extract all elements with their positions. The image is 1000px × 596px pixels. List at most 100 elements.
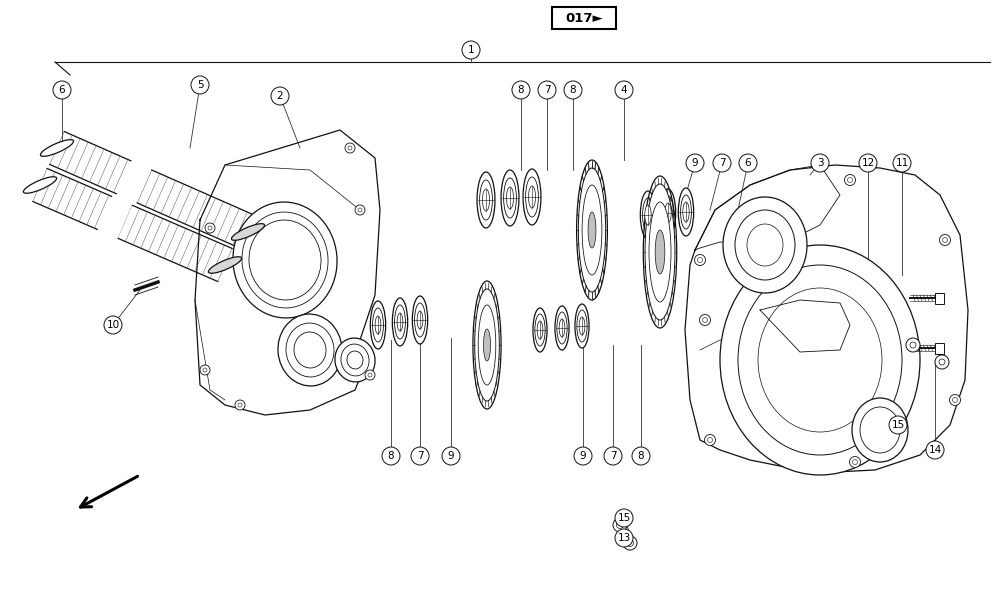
- Ellipse shape: [477, 172, 495, 228]
- Text: 13: 13: [617, 533, 631, 543]
- Circle shape: [613, 518, 627, 532]
- Circle shape: [623, 536, 637, 550]
- Circle shape: [698, 257, 702, 262]
- Circle shape: [345, 143, 355, 153]
- Text: 6: 6: [745, 158, 751, 168]
- Circle shape: [238, 403, 242, 407]
- Circle shape: [200, 365, 210, 375]
- Circle shape: [442, 447, 460, 465]
- Circle shape: [950, 395, 960, 405]
- FancyBboxPatch shape: [934, 343, 944, 353]
- Circle shape: [382, 447, 400, 465]
- Ellipse shape: [758, 288, 882, 432]
- Ellipse shape: [735, 210, 795, 280]
- Ellipse shape: [528, 186, 536, 208]
- Polygon shape: [195, 130, 380, 415]
- Circle shape: [694, 254, 706, 265]
- Ellipse shape: [483, 329, 491, 361]
- Circle shape: [512, 81, 530, 99]
- Circle shape: [889, 416, 907, 434]
- Ellipse shape: [852, 398, 908, 462]
- Circle shape: [235, 400, 245, 410]
- Circle shape: [859, 154, 877, 172]
- Ellipse shape: [397, 313, 403, 331]
- Ellipse shape: [526, 177, 538, 217]
- Ellipse shape: [649, 202, 671, 302]
- Ellipse shape: [523, 169, 541, 225]
- Circle shape: [935, 355, 949, 369]
- Ellipse shape: [588, 212, 596, 248]
- Text: 017►: 017►: [565, 11, 603, 24]
- Text: 7: 7: [417, 451, 423, 461]
- Circle shape: [940, 234, 950, 246]
- Circle shape: [852, 460, 858, 464]
- Ellipse shape: [286, 323, 334, 377]
- Circle shape: [702, 318, 708, 322]
- Circle shape: [191, 76, 209, 94]
- Ellipse shape: [417, 311, 423, 329]
- Text: 9: 9: [580, 451, 586, 461]
- Ellipse shape: [663, 196, 673, 230]
- Ellipse shape: [640, 191, 656, 239]
- Ellipse shape: [480, 180, 492, 220]
- Circle shape: [271, 87, 289, 105]
- Text: 5: 5: [197, 80, 203, 90]
- Text: 15: 15: [891, 420, 905, 430]
- Text: 9: 9: [692, 158, 698, 168]
- Text: 2: 2: [277, 91, 283, 101]
- Ellipse shape: [678, 188, 694, 236]
- Text: 14: 14: [928, 445, 942, 455]
- Circle shape: [926, 441, 944, 459]
- Ellipse shape: [231, 224, 265, 240]
- Ellipse shape: [579, 317, 585, 335]
- Circle shape: [952, 398, 958, 402]
- Ellipse shape: [341, 344, 369, 376]
- Ellipse shape: [242, 212, 328, 308]
- Ellipse shape: [720, 245, 920, 475]
- Circle shape: [203, 368, 207, 372]
- Ellipse shape: [578, 168, 606, 292]
- Ellipse shape: [665, 203, 671, 223]
- Circle shape: [538, 81, 556, 99]
- Ellipse shape: [482, 189, 490, 211]
- Circle shape: [848, 178, 852, 182]
- Ellipse shape: [412, 296, 428, 344]
- Ellipse shape: [278, 314, 342, 386]
- Ellipse shape: [475, 289, 499, 401]
- Ellipse shape: [582, 185, 602, 275]
- Circle shape: [850, 457, 860, 467]
- Ellipse shape: [392, 298, 408, 346]
- Circle shape: [615, 81, 633, 99]
- Circle shape: [355, 205, 365, 215]
- Circle shape: [574, 447, 592, 465]
- Text: 7: 7: [719, 158, 725, 168]
- Ellipse shape: [395, 305, 405, 339]
- Ellipse shape: [643, 198, 653, 232]
- Ellipse shape: [335, 338, 375, 382]
- Circle shape: [906, 338, 920, 352]
- Text: 6: 6: [59, 85, 65, 95]
- Text: 1: 1: [468, 45, 474, 55]
- Text: 10: 10: [106, 320, 120, 330]
- Ellipse shape: [557, 312, 567, 344]
- Ellipse shape: [738, 265, 902, 455]
- Circle shape: [686, 154, 704, 172]
- Circle shape: [811, 154, 829, 172]
- Ellipse shape: [655, 230, 665, 274]
- Circle shape: [604, 447, 622, 465]
- FancyBboxPatch shape: [934, 293, 944, 303]
- Circle shape: [626, 539, 634, 547]
- Circle shape: [713, 154, 731, 172]
- Ellipse shape: [537, 321, 543, 339]
- Circle shape: [939, 359, 945, 365]
- Text: 9: 9: [448, 451, 454, 461]
- Ellipse shape: [575, 304, 589, 348]
- Circle shape: [615, 529, 633, 547]
- Circle shape: [564, 81, 582, 99]
- Circle shape: [893, 154, 911, 172]
- Ellipse shape: [373, 308, 383, 342]
- Ellipse shape: [208, 257, 242, 273]
- Text: 8: 8: [638, 451, 644, 461]
- Ellipse shape: [294, 332, 326, 368]
- Ellipse shape: [660, 189, 676, 237]
